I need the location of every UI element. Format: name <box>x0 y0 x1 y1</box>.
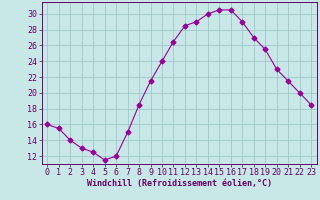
X-axis label: Windchill (Refroidissement éolien,°C): Windchill (Refroidissement éolien,°C) <box>87 179 272 188</box>
